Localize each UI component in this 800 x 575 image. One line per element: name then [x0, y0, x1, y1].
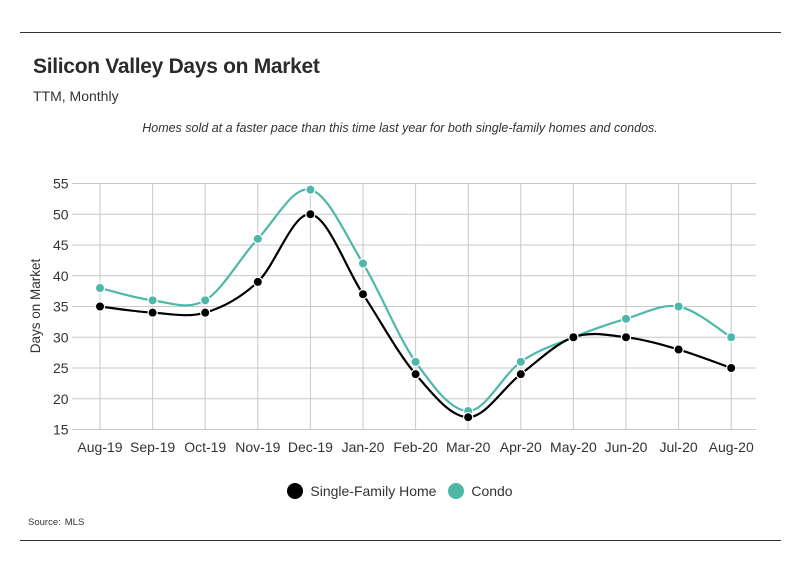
point-condo-Aug-19[interactable]: [94, 282, 106, 294]
legend-swatch-single-family: [287, 483, 304, 499]
point-single-family-home-Jul-20[interactable]: [673, 344, 684, 355]
point-single-family-home-Nov-19[interactable]: [252, 276, 263, 288]
y-tick-label-50: 50: [53, 206, 69, 222]
point-single-family-home-Aug-20[interactable]: [726, 362, 737, 374]
top-rule: [20, 32, 781, 33]
x-tick-label-Aug-19: Aug-19: [77, 439, 122, 455]
point-condo-Aug-20[interactable]: [726, 332, 737, 343]
point-single-family-home-Sep-19[interactable]: [147, 307, 158, 318]
point-single-family-home-Mar-20[interactable]: [463, 412, 474, 423]
point-single-family-home-Dec-19[interactable]: [305, 209, 316, 220]
legend-label-single-family: Single-Family Home: [310, 483, 437, 499]
x-tick-label-Jun-20: Jun-20: [605, 439, 648, 455]
point-condo-Jun-20[interactable]: [620, 313, 632, 324]
point-single-family-home-Jan-20[interactable]: [357, 289, 369, 300]
y-tick-label-55: 55: [53, 176, 69, 192]
point-single-family-home-May-20[interactable]: [568, 332, 579, 343]
x-tick-label-Oct-19: Oct-19: [184, 439, 226, 455]
x-tick-label-Dec-19: Dec-19: [288, 439, 333, 455]
x-tick-label-Sep-19: Sep-19: [130, 439, 175, 455]
point-condo-Jan-20[interactable]: [357, 258, 369, 269]
point-single-family-home-Aug-19[interactable]: [94, 301, 106, 312]
point-single-family-home-Jun-20[interactable]: [620, 332, 632, 343]
source-note: Source: MLS: [28, 517, 88, 528]
x-tick-label-Nov-19: Nov-19: [235, 439, 280, 455]
point-condo-Nov-19[interactable]: [252, 233, 263, 245]
source-label: Source:: [28, 517, 61, 528]
point-condo-Jul-20[interactable]: [673, 301, 684, 312]
y-tick-label-40: 40: [53, 268, 69, 284]
y-tick-label-45: 45: [53, 237, 69, 253]
point-condo-Apr-20[interactable]: [515, 356, 527, 368]
legend-label-condo: Condo: [471, 483, 513, 499]
point-condo-Dec-19[interactable]: [305, 184, 316, 195]
chart-legend: Single-Family Home Condo: [0, 483, 800, 502]
x-tick-label-May-20: May-20: [550, 439, 597, 455]
series-points: [94, 184, 737, 423]
chart-title: Silicon Valley Days on Market: [33, 55, 320, 78]
point-single-family-home-Feb-20[interactable]: [410, 368, 421, 380]
y-tick-label-20: 20: [53, 391, 69, 407]
x-axis-ticks: Aug-19 Sep-19 Oct-19 Nov-19 Dec-19 Jan-20 Feb-…: [77, 439, 754, 455]
legend-item-condo[interactable]: Condo: [448, 483, 513, 499]
x-tick-label-Apr-20: Apr-20: [500, 439, 542, 455]
point-condo-Sep-19[interactable]: [147, 295, 158, 306]
y-tick-label-35: 35: [53, 299, 69, 315]
source-value: MLS: [64, 517, 85, 528]
x-tick-label-Aug-20: Aug-20: [709, 439, 754, 455]
y-tick-label-25: 25: [53, 360, 69, 376]
point-condo-Feb-20[interactable]: [410, 356, 421, 368]
x-tick-label-Mar-20: Mar-20: [446, 439, 491, 455]
point-single-family-home-Apr-20[interactable]: [515, 368, 527, 380]
y-axis-ticks: 15 20 25 30 35 40 45 50 55: [53, 176, 69, 438]
x-tick-label-Jul-20: Jul-20: [660, 439, 698, 455]
point-single-family-home-Oct-19[interactable]: [199, 307, 211, 318]
grid-lines: [72, 183, 756, 430]
line-chart: 15 20 25 30 35 40 45 50 55 Aug-19 Sep-19 Oct-19 Nov…: [28, 176, 756, 455]
legend-item-single-family[interactable]: Single-Family Home: [287, 483, 436, 499]
y-tick-label-15: 15: [53, 422, 69, 438]
bottom-rule: [20, 540, 781, 541]
y-axis-label: Days on Market: [28, 258, 43, 353]
series-line-condo: [99, 188, 732, 413]
point-condo-Oct-19[interactable]: [199, 295, 211, 306]
x-tick-label-Jan-20: Jan-20: [342, 439, 385, 455]
y-tick-label-30: 30: [53, 329, 69, 345]
legend-swatch-condo: [448, 483, 465, 499]
x-tick-label-Feb-20: Feb-20: [393, 439, 438, 455]
chart-subtitle: TTM, Monthly: [33, 88, 119, 104]
chart-annotation: Homes sold at a faster pace than this ti…: [142, 121, 658, 135]
